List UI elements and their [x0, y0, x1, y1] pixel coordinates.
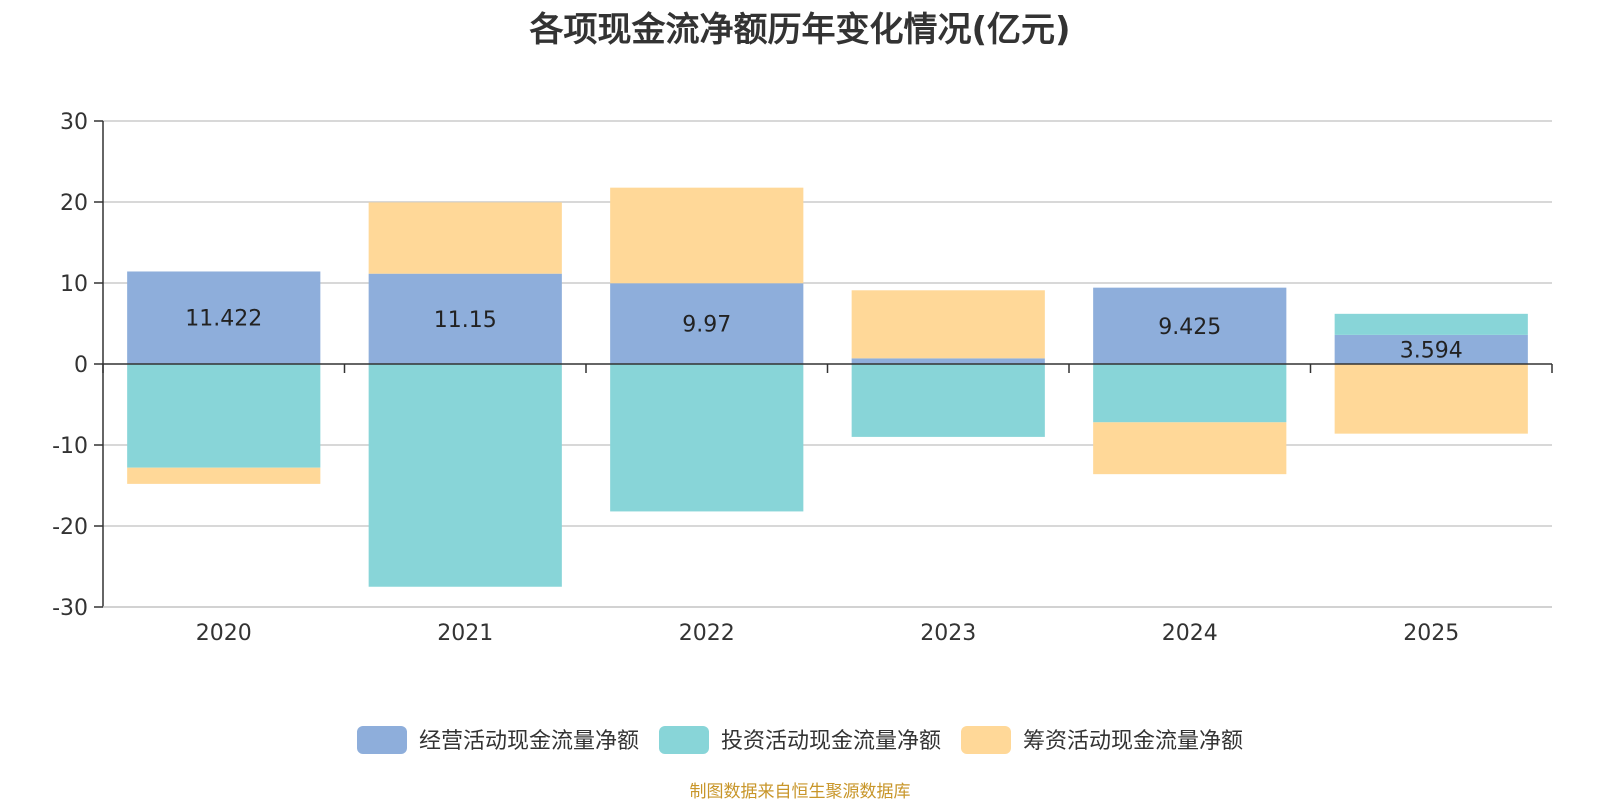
- legend-label: 经营活动现金流量净额: [419, 729, 639, 754]
- y-tick-label: -30: [52, 596, 88, 621]
- data-label: 9.425: [1158, 315, 1221, 340]
- bar: [127, 271, 321, 364]
- legend-swatch: [659, 726, 709, 754]
- bar: [127, 467, 321, 484]
- x-tick-label: 2025: [1403, 621, 1459, 646]
- data-label: 9.97: [682, 313, 731, 338]
- bar: [1334, 364, 1528, 434]
- bar: [610, 364, 804, 512]
- bar: [1334, 334, 1528, 364]
- bar: [1093, 422, 1287, 475]
- data-label: 3.594: [1400, 338, 1463, 363]
- bar: [368, 364, 562, 587]
- bar: [1093, 287, 1287, 364]
- x-tick-label: 2024: [1162, 621, 1218, 646]
- bar: [368, 273, 562, 364]
- bar: [851, 290, 1045, 359]
- y-tick-label: -20: [52, 515, 88, 540]
- legend-swatch: [357, 726, 407, 754]
- y-tick-label: 20: [60, 191, 88, 216]
- bar: [1334, 313, 1528, 335]
- bar: [610, 283, 804, 364]
- x-tick-label: 2021: [437, 621, 493, 646]
- bar: [851, 358, 1045, 364]
- bar: [610, 187, 804, 284]
- data-label: 11.422: [185, 307, 262, 332]
- y-tick-label: 10: [60, 272, 88, 297]
- legend-label: 投资活动现金流量净额: [721, 729, 941, 754]
- legend-swatch: [961, 726, 1011, 754]
- bar: [851, 364, 1045, 437]
- x-tick-label: 2022: [679, 621, 735, 646]
- y-tick-label: 0: [74, 353, 88, 378]
- y-tick-label: 30: [60, 110, 88, 135]
- bar: [127, 364, 321, 468]
- bar: [1093, 364, 1287, 423]
- bar: [368, 202, 562, 274]
- data-source-note: 制图数据来自恒生聚源数据库: [689, 782, 911, 802]
- x-tick-label: 2020: [196, 621, 252, 646]
- y-tick-label: -10: [52, 434, 88, 459]
- chart-title: 各项现金流净额历年变化情况(亿元): [529, 10, 1071, 50]
- data-label: 11.15: [434, 308, 497, 333]
- x-tick-label: 2023: [920, 621, 976, 646]
- legend-label: 筹资活动现金流量净额: [1023, 729, 1243, 754]
